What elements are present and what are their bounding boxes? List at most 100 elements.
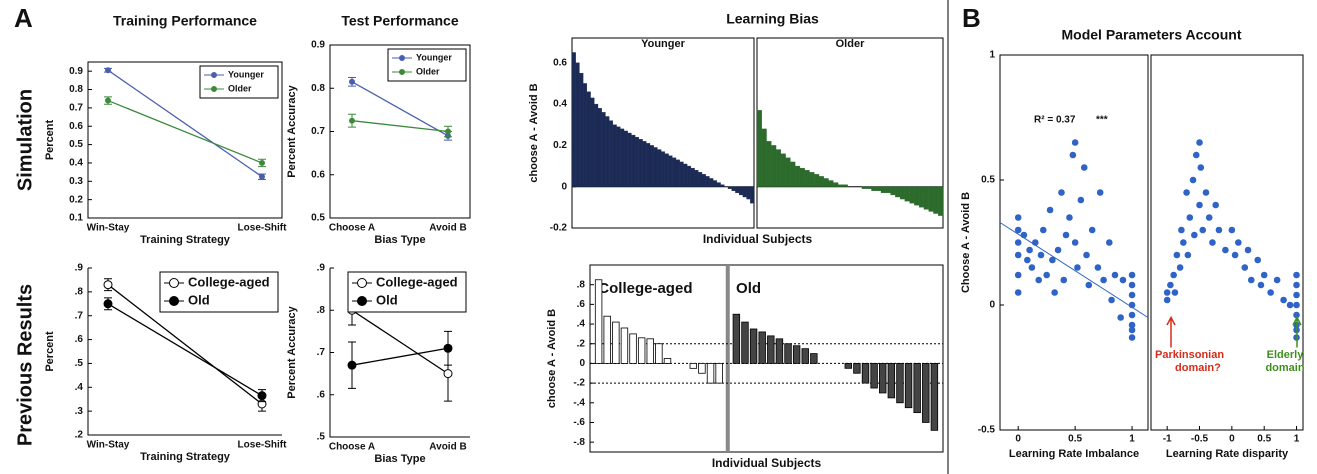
y-tick-label: 0.6 (69, 121, 83, 132)
data-point (1128, 326, 1136, 334)
bar (672, 157, 677, 187)
data-point (1105, 239, 1113, 246)
bar (655, 343, 663, 364)
legend-label: College-aged (376, 274, 458, 289)
data-point (1014, 239, 1022, 246)
row-label: Simulation (14, 89, 36, 191)
bar (582, 83, 588, 187)
data-point (1128, 271, 1136, 279)
data-point (1014, 251, 1022, 259)
series-line (351, 81, 449, 137)
bar (637, 337, 646, 364)
group-label: Old (736, 280, 761, 297)
bar (597, 108, 602, 187)
bar (616, 126, 621, 187)
plot-frame (1150, 54, 1304, 431)
bar (690, 167, 695, 187)
annotation-arrow (1166, 315, 1176, 348)
bar (792, 345, 801, 364)
y-tick-label: 0.9 (69, 66, 83, 77)
y-tick-label: 0.5 (981, 175, 995, 186)
data-point (349, 78, 355, 85)
bar (586, 91, 591, 187)
bar (896, 363, 904, 404)
data-point (1077, 196, 1085, 204)
x-axis-label: Individual Subjects (703, 232, 813, 246)
data-point (1293, 311, 1300, 319)
bar (876, 186, 882, 191)
data-point (1199, 226, 1207, 234)
bar (801, 348, 809, 364)
bar (870, 363, 878, 389)
y-tick-label: -0.2 (550, 223, 568, 234)
bar (766, 141, 772, 187)
y-tick-label: .5 (317, 432, 326, 443)
data-point (1293, 301, 1300, 309)
annotation-text: domain (1265, 362, 1304, 374)
bar (689, 363, 698, 369)
y-tick-label: 0.7 (311, 126, 325, 137)
bar (871, 186, 877, 191)
bar (605, 116, 610, 187)
data-point (1202, 189, 1210, 196)
bar (738, 186, 744, 196)
data-point (105, 97, 111, 104)
data-point (443, 369, 453, 379)
bar (750, 186, 755, 204)
bar (646, 338, 654, 364)
x-tick-label: Win-Stay (87, 440, 130, 451)
data-point (1080, 164, 1088, 171)
bar (928, 186, 934, 212)
data-point (1167, 281, 1174, 289)
bar (804, 170, 810, 187)
y-tick-label: 0.8 (311, 83, 325, 94)
y-axis-label: Choose A - Avoid B (960, 192, 972, 293)
data-point (1222, 246, 1229, 254)
bar (758, 331, 766, 364)
bar (623, 130, 628, 187)
bar (880, 186, 886, 194)
bar (837, 184, 843, 187)
panel-label: A (14, 3, 33, 33)
bar (575, 62, 580, 187)
panel-subtitle: Older (836, 38, 865, 50)
bar (709, 178, 714, 187)
data-point (1247, 276, 1255, 284)
bar (933, 186, 939, 214)
bar (879, 363, 887, 394)
data-point (1062, 231, 1070, 239)
y-tick-label: .4 (577, 319, 586, 330)
data-point (1273, 276, 1281, 284)
data-point (1085, 281, 1093, 289)
bar (771, 145, 777, 187)
series-line (107, 284, 263, 405)
series-line (351, 120, 449, 133)
data-point (1197, 164, 1205, 171)
x-tick-label: Choose A (329, 223, 375, 234)
data-point (1212, 201, 1219, 209)
data-point (1257, 281, 1265, 289)
data-point (1184, 251, 1192, 259)
y-tick-label: -.2 (573, 378, 585, 389)
data-point (1051, 289, 1058, 296)
y-axis-label: Percent (44, 119, 56, 160)
x-tick-label: 0 (1229, 434, 1235, 445)
bar (715, 363, 723, 384)
legend-label: Old (188, 292, 210, 307)
bar (631, 134, 636, 187)
bar (844, 363, 852, 369)
legend-box (199, 65, 279, 99)
bar (842, 184, 848, 187)
data-point (1024, 256, 1031, 264)
x-axis-label: Training Strategy (140, 451, 231, 463)
bar (571, 52, 576, 187)
data-point (1286, 301, 1294, 309)
data-point (1128, 334, 1136, 341)
bar (727, 186, 732, 189)
data-point (1178, 226, 1185, 234)
bar (608, 120, 614, 187)
data-point (1228, 226, 1236, 234)
y-tick-label: .9 (75, 263, 84, 274)
data-point (1128, 321, 1136, 329)
bar (741, 321, 749, 364)
